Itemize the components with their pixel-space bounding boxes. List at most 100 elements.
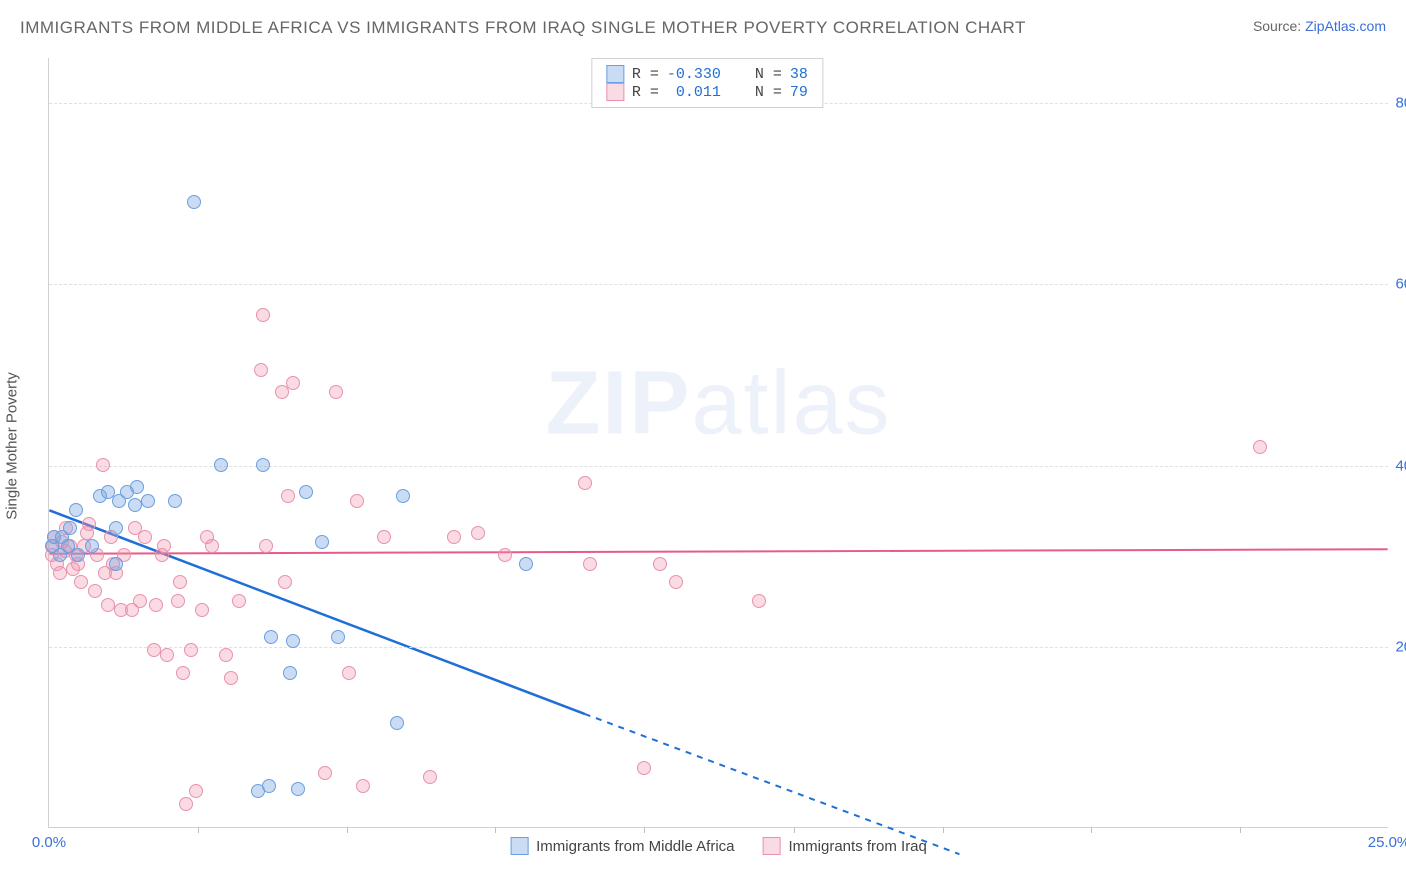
- data-point: [356, 779, 370, 793]
- data-point: [189, 784, 203, 798]
- data-point: [519, 557, 533, 571]
- data-point: [286, 634, 300, 648]
- data-point: [96, 458, 110, 472]
- data-point: [149, 598, 163, 612]
- data-point: [262, 779, 276, 793]
- data-point: [147, 643, 161, 657]
- data-point: [583, 557, 597, 571]
- data-point: [69, 503, 83, 517]
- data-point: [53, 566, 67, 580]
- legend-swatch: [606, 83, 624, 101]
- x-tick-minor: [198, 827, 199, 833]
- data-point: [88, 584, 102, 598]
- data-point: [130, 480, 144, 494]
- data-point: [331, 630, 345, 644]
- watermark: ZIPatlas: [545, 353, 891, 456]
- data-point: [74, 575, 88, 589]
- data-point: [128, 498, 142, 512]
- gridline: [49, 466, 1388, 467]
- y-tick-label: 20.0%: [1394, 638, 1406, 655]
- legend-series-label: Immigrants from Middle Africa: [536, 838, 734, 855]
- data-point: [447, 530, 461, 544]
- data-point: [179, 797, 193, 811]
- data-point: [281, 489, 295, 503]
- x-tick-minor: [794, 827, 795, 833]
- y-axis-label: Single Mother Poverty: [4, 372, 21, 520]
- correlation-legend: R =-0.330 N =38R = 0.011 N =79: [591, 58, 823, 108]
- data-point: [160, 648, 174, 662]
- data-point: [329, 385, 343, 399]
- watermark-atlas: atlas: [691, 354, 891, 454]
- data-point: [224, 671, 238, 685]
- data-point: [396, 489, 410, 503]
- data-point: [342, 666, 356, 680]
- r-label: R =: [632, 84, 659, 101]
- data-point: [578, 476, 592, 490]
- data-point: [141, 494, 155, 508]
- legend-series-item: Immigrants from Middle Africa: [510, 837, 734, 855]
- data-point: [205, 539, 219, 553]
- legend-stat-row: R = -0.330 N = 38: [606, 65, 808, 83]
- data-point: [423, 770, 437, 784]
- data-point: [133, 594, 147, 608]
- data-point: [184, 643, 198, 657]
- watermark-zip: ZIP: [545, 354, 691, 454]
- x-tick-minor: [495, 827, 496, 833]
- n-label: N =: [755, 66, 782, 83]
- n-value: 79: [790, 84, 808, 101]
- source-attribution: Source: ZipAtlas.com: [1253, 18, 1386, 34]
- data-point: [264, 630, 278, 644]
- legend-swatch: [763, 837, 781, 855]
- legend-series-label: Immigrants from Iraq: [789, 838, 927, 855]
- data-point: [232, 594, 246, 608]
- data-point: [168, 494, 182, 508]
- data-point: [291, 782, 305, 796]
- x-tick-minor: [943, 827, 944, 833]
- data-point: [1253, 440, 1267, 454]
- data-point: [219, 648, 233, 662]
- data-point: [377, 530, 391, 544]
- r-value: -0.330: [667, 66, 721, 83]
- data-point: [254, 363, 268, 377]
- data-point: [256, 458, 270, 472]
- x-tick-label: 25.0%: [1368, 834, 1406, 851]
- x-tick-minor: [347, 827, 348, 833]
- data-point: [187, 195, 201, 209]
- data-point: [157, 539, 171, 553]
- data-point: [299, 485, 313, 499]
- regression-lines: [49, 58, 1388, 827]
- data-point: [214, 458, 228, 472]
- data-point: [138, 530, 152, 544]
- data-point: [350, 494, 364, 508]
- data-point: [63, 521, 77, 535]
- data-point: [176, 666, 190, 680]
- data-point: [173, 575, 187, 589]
- chart-title: IMMIGRANTS FROM MIDDLE AFRICA VS IMMIGRA…: [20, 18, 1026, 38]
- x-tick-minor: [1240, 827, 1241, 833]
- legend-stat-row: R = 0.011 N =79: [606, 83, 808, 101]
- data-point: [390, 716, 404, 730]
- data-point: [315, 535, 329, 549]
- data-point: [286, 376, 300, 390]
- source-link[interactable]: ZipAtlas.com: [1305, 18, 1386, 34]
- y-tick-label: 40.0%: [1394, 457, 1406, 474]
- legend-swatch: [606, 65, 624, 83]
- x-tick-minor: [644, 827, 645, 833]
- n-label: N =: [755, 84, 782, 101]
- n-value: 38: [790, 66, 808, 83]
- r-label: R =: [632, 66, 659, 83]
- data-point: [653, 557, 667, 571]
- data-point: [471, 526, 485, 540]
- gridline: [49, 284, 1388, 285]
- data-point: [669, 575, 683, 589]
- data-point: [71, 548, 85, 562]
- legend-swatch: [510, 837, 528, 855]
- data-point: [637, 761, 651, 775]
- data-point: [82, 517, 96, 531]
- data-point: [85, 539, 99, 553]
- data-point: [195, 603, 209, 617]
- data-point: [256, 308, 270, 322]
- gridline: [49, 647, 1388, 648]
- data-point: [278, 575, 292, 589]
- legend-series-item: Immigrants from Iraq: [763, 837, 927, 855]
